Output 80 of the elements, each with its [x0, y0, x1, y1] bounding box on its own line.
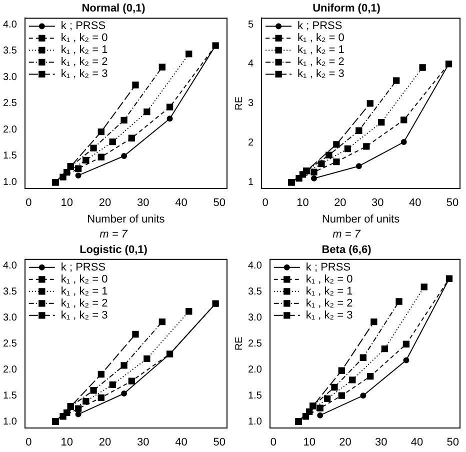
legend-label: k₁ , k₂ = 1 [60, 44, 108, 56]
chart-title: Beta (6,6) [322, 244, 372, 256]
chart-title: Uniform (0,1) [312, 2, 381, 15]
y-tick-label: 2.0 [248, 364, 262, 376]
legend-label: k₁ , k₂ = 0 [60, 273, 108, 286]
legend-label: k₁ , k₂ = 2 [60, 56, 108, 68]
x-tick-label: 40 [410, 436, 424, 448]
x-axis-title: Number of units [87, 213, 166, 226]
y-tick-label: 3.0 [248, 312, 262, 324]
legend-label: k₁ , k₂ = 3 [60, 309, 108, 322]
x-tick-label: 0 [26, 197, 32, 210]
y-tick-label: 4 [248, 58, 254, 70]
y-tick-label: 4.0 [248, 260, 262, 272]
y-tick-label: 3.0 [2, 312, 18, 324]
x-tick-label: 30 [136, 436, 150, 448]
x-tick-label: 50 [446, 197, 459, 210]
x-axis-title: Number of units [322, 213, 400, 226]
x-tick-label: 30 [374, 436, 388, 448]
x-tick-label: 30 [372, 197, 384, 210]
y-tick-label: 4.0 [2, 260, 18, 272]
legend-label: k₁ , k₂ = 3 [298, 68, 344, 80]
x-tick-label: 0 [26, 436, 32, 448]
y-tick-label: 1.5 [2, 390, 18, 402]
y-axis-title: RE [234, 336, 245, 351]
y-tick-label: 2.5 [248, 338, 262, 350]
legend-label: k₁ , k₂ = 1 [306, 285, 353, 298]
legend-label: k₁ , k₂ = 2 [298, 56, 344, 68]
legend-label: k ; PRSS [60, 261, 106, 274]
y-tick-label: 1.5 [2, 150, 18, 162]
legend-label: k₁ , k₂ = 1 [298, 44, 344, 56]
chart-title: Normal (0,1) [82, 2, 146, 15]
x-tick-label: 40 [408, 197, 422, 210]
x-tick-label: 10 [303, 436, 316, 448]
x-tick-label: 0 [270, 436, 277, 448]
y-tick-label: 2.5 [2, 98, 18, 110]
legend-label: k₁ , k₂ = 0 [306, 273, 353, 286]
y-tick-label: 3 [248, 98, 254, 110]
x-tick-label: 10 [60, 197, 73, 210]
x-tick-label: 0 [262, 197, 268, 210]
x-tick-label: 30 [136, 197, 150, 210]
y-tick-label: 2.0 [2, 364, 18, 376]
y-tick-label: 1 [248, 177, 254, 188]
chart-title: Logistic (0,1) [80, 244, 148, 256]
x-tick-label: 50 [213, 197, 226, 210]
legend-label: k₁ , k₂ = 0 [298, 32, 344, 44]
y-tick-label: 3.5 [2, 46, 18, 57]
legend-label: k₁ , k₂ = 0 [60, 32, 108, 44]
y-tick-label: 3.5 [248, 286, 262, 298]
y-tick-label: 3.5 [2, 286, 18, 298]
chart-subtitle: m = 7 [100, 228, 128, 241]
y-tick-label: 2.5 [2, 338, 18, 350]
y-tick-label: 5 [248, 19, 254, 30]
x-tick-label: 20 [98, 197, 112, 210]
x-tick-label: 20 [339, 436, 352, 448]
legend-label: k ; PRSS [306, 261, 351, 274]
x-tick-label: 50 [446, 436, 459, 448]
legend-label: k₁ , k₂ = 1 [60, 285, 108, 298]
legend-label: k ; PRSS [298, 20, 342, 32]
y-axis-title: RE [234, 96, 245, 110]
legend-label: k₁ , k₂ = 2 [60, 297, 108, 310]
x-tick-label: 40 [175, 436, 188, 448]
legend-label: k₁ , k₂ = 2 [306, 297, 353, 310]
legend-label: k ; PRSS [60, 20, 106, 32]
x-tick-label: 50 [213, 436, 226, 448]
legend-label: k₁ , k₂ = 3 [306, 309, 353, 322]
x-tick-label: 20 [98, 436, 112, 448]
y-tick-label: 2.0 [2, 124, 18, 136]
legend-label: k₁ , k₂ = 3 [60, 68, 108, 80]
y-tick-label: 3.0 [2, 72, 18, 83]
x-tick-label: 40 [175, 197, 188, 210]
x-tick-label: 20 [334, 197, 346, 210]
y-tick-label: 1.0 [248, 416, 262, 428]
chart-subtitle: m = 7 [332, 228, 362, 241]
y-tick-label: 1.5 [248, 390, 262, 402]
y-tick-label: 2 [248, 138, 254, 149]
x-tick-label: 10 [60, 436, 73, 448]
x-tick-label: 10 [296, 197, 309, 210]
y-tick-label: 1.0 [2, 416, 18, 428]
y-tick-label: 1.0 [2, 177, 18, 188]
y-tick-label: 4.0 [2, 19, 18, 30]
